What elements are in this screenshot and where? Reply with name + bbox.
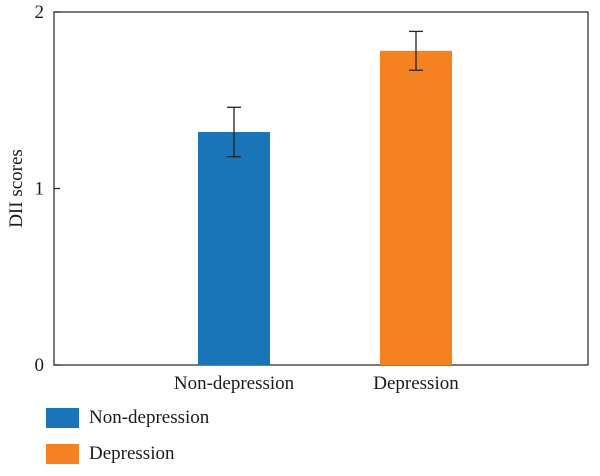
legend: Non-depression Depression <box>46 404 209 476</box>
x-tick-label: Depression <box>373 373 459 394</box>
bars <box>198 50 452 366</box>
legend-item-depression: Depression <box>46 440 209 468</box>
bar-non-depression <box>198 132 270 365</box>
bar-depression <box>380 50 452 366</box>
legend-swatch-depression <box>46 444 79 464</box>
error-bars <box>227 30 423 158</box>
bar-chart: 0 1 2 Non-depression Depression DII scores <box>6 2 589 394</box>
x-axis-labels: Non-depression Depression <box>174 373 459 394</box>
legend-swatch-non-depression <box>46 408 79 428</box>
y-axis-ticks: 0 1 2 <box>35 2 60 376</box>
legend-label: Non-depression <box>89 407 210 428</box>
legend-label: Depression <box>89 443 175 464</box>
y-tick-label: 2 <box>35 2 45 23</box>
x-tick-label: Non-depression <box>174 373 295 394</box>
plot-frame <box>53 11 589 366</box>
y-tick-label: 0 <box>35 355 45 376</box>
y-tick-label: 1 <box>35 179 45 200</box>
legend-item-non-depression: Non-depression <box>46 404 209 432</box>
y-axis-title: DII scores <box>6 149 27 228</box>
